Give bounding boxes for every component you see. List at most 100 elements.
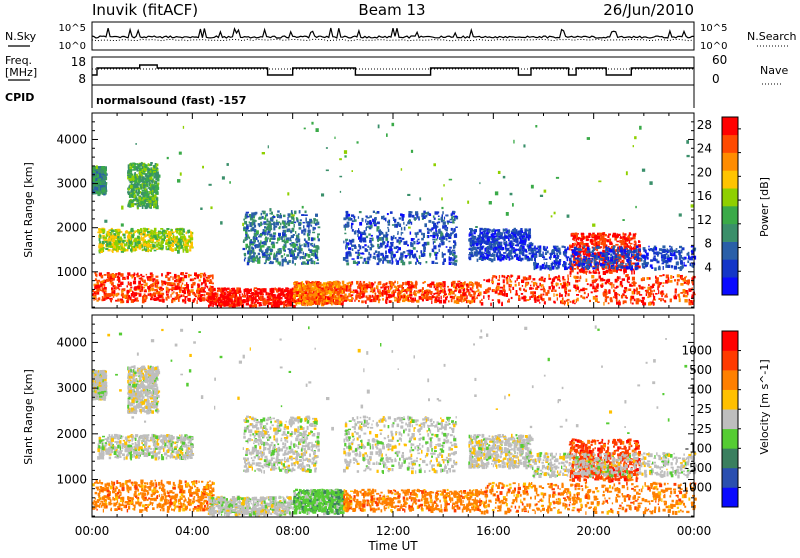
power-data-cell [270, 288, 273, 292]
power-data-cell [496, 276, 498, 279]
power-data-cell [180, 295, 182, 298]
power-data-cell [164, 283, 166, 286]
power-data-cell [230, 300, 233, 302]
power-data-cell [282, 292, 285, 295]
power-data-cell [209, 303, 212, 307]
power-data-cell [430, 291, 432, 294]
power-data-cell [412, 298, 414, 301]
power-data-cell [657, 282, 660, 285]
power-data-cell [132, 291, 133, 294]
power-data-cell [272, 294, 275, 297]
power-data-cell [95, 293, 96, 295]
power-data-cell [466, 291, 467, 293]
power-data-cell [334, 287, 335, 289]
power-data-cell [378, 282, 381, 284]
power-data-cell [440, 290, 443, 292]
power-data-cell [134, 281, 136, 284]
power-data-cell [135, 199, 138, 201]
power-data-cell [648, 302, 651, 305]
power-data-cell [407, 281, 410, 285]
power-data-cell [275, 287, 276, 290]
power-data-cell [551, 282, 554, 284]
power-data-cell [322, 300, 324, 302]
power-data-cell [201, 283, 202, 285]
power-data-cell [492, 299, 494, 301]
power-data-cell [212, 276, 214, 280]
power-data-cell [217, 290, 219, 293]
power-data-cell [117, 279, 118, 281]
power-data-cell [141, 197, 143, 200]
power-data-cell [246, 302, 249, 305]
power-data-cell [437, 284, 439, 286]
power-data-cell [639, 294, 642, 296]
power-data-cell [108, 233, 110, 236]
freq-unit-label: [MHz] [5, 66, 37, 79]
power-data-cell [544, 278, 546, 280]
power-data-cell [537, 296, 539, 299]
power-data-cell [180, 235, 183, 239]
power-data-cell [325, 290, 328, 292]
power-data-cell [571, 233, 574, 235]
power-data-cell [606, 296, 609, 298]
power-data-cell [416, 290, 417, 292]
power-data-cell [335, 284, 337, 287]
power-data-cell [194, 278, 196, 280]
power-data-cell [135, 247, 137, 249]
power-data-cell [539, 302, 540, 304]
power-data-cell [379, 294, 381, 297]
power-data-cell [574, 268, 576, 270]
power-data-cell [168, 236, 170, 238]
power-data-cell [172, 229, 174, 231]
power-data-cell [139, 164, 142, 166]
power-data-cell [460, 294, 462, 297]
power-data-cell [141, 286, 143, 290]
power-data-cell [306, 281, 309, 283]
power-data-cell [498, 279, 501, 281]
power-data-cell [255, 257, 256, 259]
power-data-cell [167, 296, 170, 298]
power-data-cell [337, 292, 339, 295]
power-data-cell [612, 235, 615, 238]
power-data-cell [142, 249, 144, 251]
power-data-cell [596, 280, 597, 282]
power-data-cell [152, 197, 155, 201]
power-data-cell [156, 197, 158, 200]
power-data-cell [100, 289, 102, 291]
power-data-cell [197, 275, 200, 279]
power-data-cell [622, 238, 624, 241]
power-data-cell [361, 300, 364, 303]
power-data-cell [605, 234, 607, 236]
beam-title: Beam 13 [358, 1, 425, 19]
power-data-cell [158, 296, 159, 298]
station-title: Inuvik (fitACF) [92, 1, 198, 19]
power-data-cell [172, 292, 174, 294]
power-data-cell [204, 287, 206, 290]
power-data-cell [481, 302, 484, 306]
power-data-cell [497, 287, 500, 290]
power-data-cell [624, 237, 627, 240]
power-data-cell [154, 250, 157, 252]
power-data-cell [477, 295, 480, 297]
power-data-cell [371, 288, 374, 291]
power-data-cell [243, 295, 246, 298]
power-data-cell [147, 191, 148, 193]
power-data-cell [106, 279, 109, 282]
power-data-cell [254, 225, 256, 228]
power-data-cell [142, 165, 144, 167]
power-data-cell [152, 278, 155, 280]
freq-tick-top: 18 [71, 55, 86, 69]
power-data-cell [594, 272, 596, 274]
power-data-cell [681, 277, 683, 281]
power-data-cell [150, 241, 153, 243]
power-data-cell [137, 275, 140, 277]
power-data-cell [398, 285, 400, 288]
power-data-cell [448, 300, 450, 302]
power-data-cell [457, 298, 458, 300]
power-data-cell [98, 245, 100, 248]
power-data-cell [463, 290, 464, 293]
power-data-cell [162, 240, 164, 244]
power-data-cell [558, 277, 561, 279]
power-data-cell [123, 234, 126, 237]
power-data-cell [105, 241, 108, 243]
power-data-cell [200, 291, 202, 293]
